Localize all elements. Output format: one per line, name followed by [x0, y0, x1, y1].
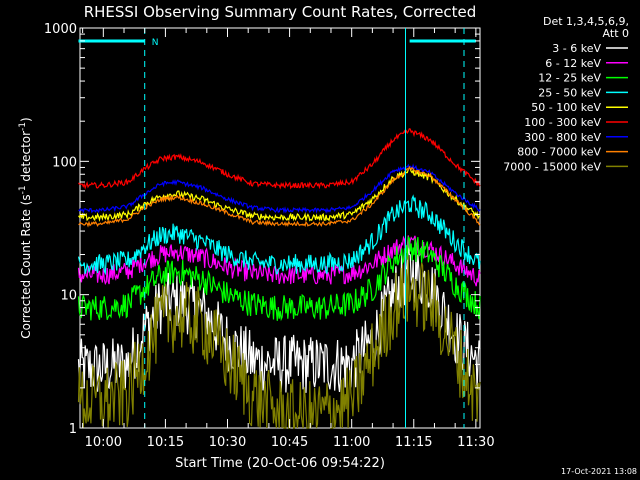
- legend-label-3: 12 - 25 keV: [538, 72, 601, 85]
- y-label-end: ): [19, 117, 33, 122]
- series-line-3: [77, 236, 481, 322]
- legend: Det 1,3,4,5,6,9, Att 0 3 - 6 keV 6 - 12 k…: [503, 15, 629, 173]
- series-line-7: [78, 163, 481, 214]
- legend-label-6: 100 - 300 keV: [524, 116, 601, 129]
- series-line-8: [78, 165, 481, 228]
- series-line-5: [78, 166, 481, 222]
- x-axis-label: Start Time (20-Oct-06 09:54:22): [175, 456, 385, 471]
- y-label-mid: detector: [19, 131, 33, 186]
- legend-label-1: 3 - 6 keV: [552, 42, 601, 55]
- legend-label-5: 50 - 100 keV: [531, 101, 601, 114]
- legend-header-1: Det 1,3,4,5,6,9,: [543, 15, 629, 28]
- legend-header-2: Att 0: [603, 27, 629, 40]
- n-marker-label: N: [152, 38, 159, 48]
- y-tick-label-1000: 1000: [44, 22, 77, 37]
- series-line-6: [78, 128, 481, 190]
- marker-layer: N: [78, 28, 476, 428]
- legend-label-4: 25 - 50 keV: [538, 86, 601, 99]
- x-tick-label-1100: 11:00: [333, 435, 370, 450]
- legend-label-9: 7000 - 15000 keV: [503, 160, 601, 173]
- series-line-4: [77, 194, 481, 276]
- x-tick-label-1045: 10:45: [271, 435, 308, 450]
- y-tick-label-100: 100: [52, 155, 77, 170]
- series-layer: [77, 128, 481, 429]
- x-tick-label-1115: 11:15: [395, 435, 432, 450]
- y-axis-label: Corrected Count Rate (s-1 detector-1): [18, 117, 33, 338]
- series-line-1: [77, 244, 481, 393]
- y-tick-label-10: 10: [60, 289, 77, 304]
- x-tick-label-1000: 10:00: [85, 435, 122, 450]
- plot-frame: [79, 27, 481, 429]
- legend-label-7: 300 - 800 keV: [524, 131, 601, 144]
- series-line-9: [77, 255, 481, 429]
- y-label-main: Corrected Count Rate (s: [19, 194, 33, 338]
- y-label-sup2: -1: [18, 122, 28, 131]
- footer-timestamp: 17-Oct-2021 13:08: [561, 467, 637, 476]
- series-line-2: [77, 235, 481, 287]
- axis-layer: 1 10 100 1000 10:00 10:15 10:30 10:45 11:00 11:15…: [44, 22, 495, 450]
- chart-title: RHESSI Observing Summary Count Rates, Co…: [84, 3, 477, 21]
- x-tick-label-1015: 10:15: [147, 435, 184, 450]
- x-tick-label-1030: 10:30: [209, 435, 246, 450]
- plot-area: [79, 27, 481, 429]
- x-tick-label-1130: 11:30: [457, 435, 494, 450]
- y-label-sup1: -1: [18, 185, 28, 194]
- legend-label-8: 800 - 7000 keV: [517, 146, 601, 159]
- y-tick-label-1: 1: [69, 422, 77, 437]
- legend-label-2: 6 - 12 keV: [545, 57, 601, 70]
